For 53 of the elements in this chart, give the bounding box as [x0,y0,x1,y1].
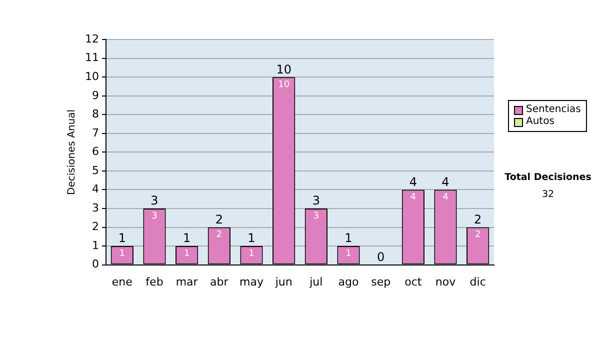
data-label: 2 [216,230,222,240]
x-tick-label: abr [210,275,229,288]
total-label: 3 [150,194,158,208]
y-tick-label: 3 [92,201,99,214]
data-label: 1 [184,248,190,259]
x-tick-label: ago [338,275,359,288]
text: 32 [540,189,556,200]
total-label: 1 [183,231,191,246]
x-tick-label: mar [176,275,198,288]
data-label: 10 [278,80,290,90]
y-tick-label: 5 [92,164,99,177]
total-label: 10 [276,62,292,76]
y-tick-label: 0 [92,258,99,271]
y-axis-title: Decisiones Anual [66,109,78,195]
x-tick-label: may [240,275,264,288]
text: Total Decisiones [504,172,592,183]
x-tick-label: oct [404,275,422,288]
data-label: 3 [313,211,320,222]
x-tick-label: feb [146,275,164,288]
y-tick-label: 9 [92,88,99,102]
x-tick-label: jun [274,275,292,288]
y-tick-label: 10 [84,70,99,83]
y-tick-label: 1 [92,238,99,252]
legend-label: Sentencias [526,104,581,116]
total-label: 1 [344,231,352,246]
x-tick-label: sep [371,275,391,288]
data-label: 1 [119,248,126,259]
data-label: 2 [474,230,481,240]
x-tick-label: jul [308,275,323,288]
total-label: 3 [312,194,320,208]
x-tick-label: nov [435,275,456,288]
total-label: 1 [248,231,256,246]
total-label: 2 [215,212,223,226]
y-tick-label: 6 [92,145,99,158]
x-tick-label: ene [112,275,133,288]
y-tick-label: 7 [92,126,99,140]
y-tick-label: 4 [92,182,99,196]
total-label: 2 [474,212,482,226]
total-label: 4 [409,174,417,189]
data-label: 4 [442,192,449,203]
total-label: 4 [442,174,450,189]
legend-label: Autos [526,116,554,128]
y-tick-label: 8 [92,108,99,121]
y-tick-label: 12 [84,32,99,46]
data-label: 4 [410,192,416,203]
total-label: 1 [118,231,126,246]
data-label: 1 [346,248,352,259]
total-label: 0 [377,250,385,264]
x-tick-label: dic [470,275,486,288]
y-tick-label: 11 [84,51,99,64]
data-label: 3 [152,211,158,222]
y-tick-label: 2 [92,220,99,234]
data-label: 1 [248,248,254,259]
